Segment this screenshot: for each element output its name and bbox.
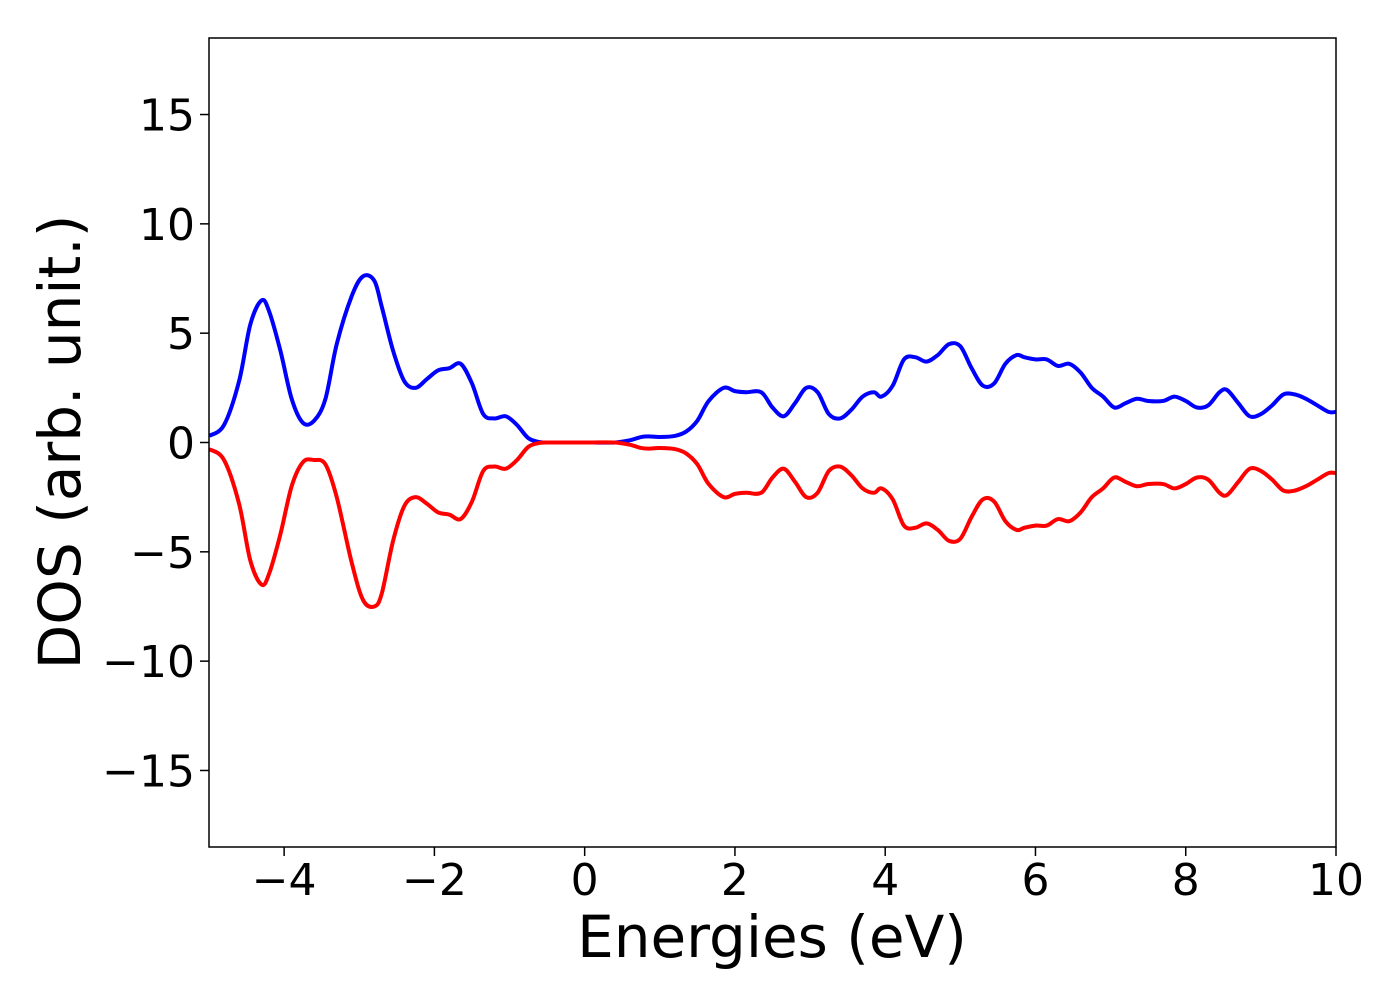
y-axis-label: DOS (arb. unit.) [26, 215, 94, 670]
y-tick-label: 5 [167, 309, 195, 360]
x-tick-label: 2 [721, 855, 749, 906]
y-tick-label: 15 [139, 91, 195, 142]
x-tick-label: 8 [1172, 855, 1200, 906]
x-axis-label: Energies (eV) [577, 903, 967, 971]
y-tick-label: 10 [139, 200, 195, 251]
series-line-spin-up [209, 273, 1336, 445]
x-tick-label: 6 [1021, 855, 1049, 906]
x-tick-label: −2 [402, 855, 467, 906]
x-tick-label: 4 [871, 855, 899, 906]
y-axis: −15 −10 −5 0 5 10 15 [102, 91, 209, 797]
x-tick-label: 0 [571, 855, 599, 906]
series-layer [209, 273, 1336, 609]
y-tick-label: −15 [102, 746, 195, 797]
x-tick-label: −4 [252, 855, 317, 906]
x-tick-label: 10 [1308, 855, 1364, 906]
y-tick-label: 0 [167, 419, 195, 470]
plot-frame [208, 37, 1337, 848]
series-line-spin-down [209, 440, 1336, 609]
y-tick-label: −5 [130, 528, 195, 579]
y-tick-label: −10 [102, 637, 195, 688]
x-axis: −4 −2 0 2 4 6 8 10 [252, 847, 1364, 906]
